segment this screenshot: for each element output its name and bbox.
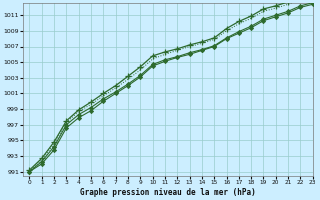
X-axis label: Graphe pression niveau de la mer (hPa): Graphe pression niveau de la mer (hPa) [80,188,256,197]
